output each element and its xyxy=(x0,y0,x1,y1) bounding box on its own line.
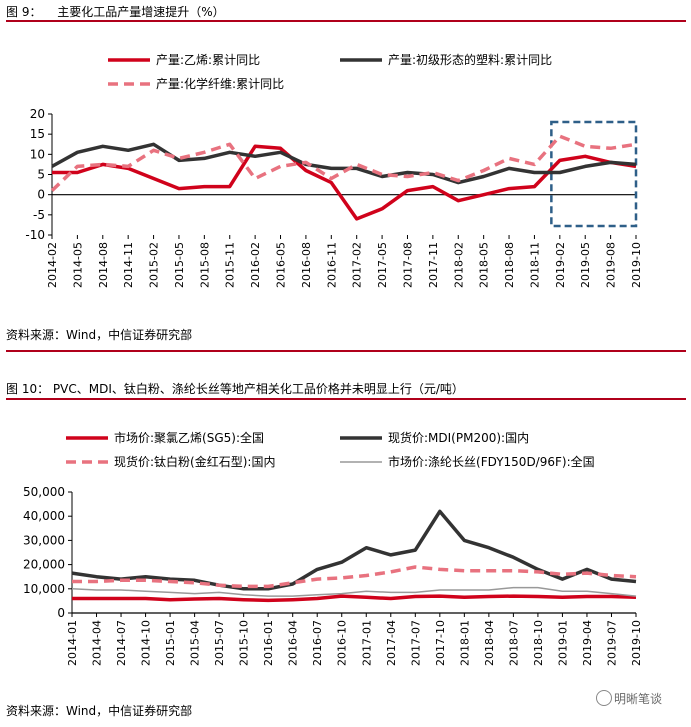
x-tick-label: 2016-02 xyxy=(249,242,262,288)
series-line-2-1 xyxy=(71,509,637,591)
x-tick-label: 2015-01 xyxy=(164,620,177,666)
legend-label-2-2: 现货价:钛白粉(金红石型):国内 xyxy=(114,454,275,469)
x-tick-label: 2015-07 xyxy=(213,620,226,666)
x-tick-label: 2019-10 xyxy=(630,242,643,288)
x-tick-label: 2016-01 xyxy=(262,620,275,666)
x-tick-label: 2019-02 xyxy=(554,242,567,288)
x-tick-label: 2019-05 xyxy=(579,242,592,288)
x-tick-label: 2019-08 xyxy=(605,242,618,288)
x-tick-label: 2016-10 xyxy=(336,620,349,666)
x-tick-label: 2015-05 xyxy=(173,242,186,288)
y-tick-label: 0 xyxy=(57,606,65,620)
y-tick-label: 0 xyxy=(37,188,45,202)
x-tick-label: 2014-07 xyxy=(115,620,128,666)
y-tick-label: -10 xyxy=(25,228,45,242)
figure-9-label: 图 9： xyxy=(6,5,42,19)
y-tick-label: 40,000 xyxy=(23,509,65,523)
x-tick-label: 2014-01 xyxy=(66,620,79,666)
x-tick-label: 2015-08 xyxy=(198,242,211,288)
x-tick-label: 2018-07 xyxy=(507,620,520,666)
wechat-icon xyxy=(596,690,612,706)
x-tick-label: 2018-10 xyxy=(532,620,545,666)
x-tick-label: 2015-02 xyxy=(148,242,161,288)
series-line-1-0 xyxy=(52,144,637,221)
figure-9-bottom-rule xyxy=(6,350,686,352)
legend-label-2-3: 市场价:涤纶长丝(FDY150D/96F):全国 xyxy=(388,454,595,469)
y-tick-label: 10,000 xyxy=(23,582,65,596)
series-line-2-2 xyxy=(72,565,637,589)
x-tick-label: 2018-11 xyxy=(528,242,541,288)
watermark: 明晰笔谈 xyxy=(596,690,662,707)
y-tick-label: 30,000 xyxy=(23,533,65,547)
x-tick-label: 2017-05 xyxy=(376,242,389,288)
x-tick-label: 2015-11 xyxy=(224,242,237,288)
legend-label-2-0: 市场价:聚氯乙烯(SG5):全国 xyxy=(114,430,264,445)
y-tick-label: -5 xyxy=(33,208,45,222)
y-tick-label: 5 xyxy=(37,168,45,182)
x-tick-label: 2015-10 xyxy=(238,620,251,666)
series-line-2-0 xyxy=(72,594,637,603)
x-tick-label: 2014-02 xyxy=(46,242,59,288)
x-tick-label: 2019-10 xyxy=(630,620,643,666)
figure-9-title-text: 主要化工品产量增速提升（%） xyxy=(57,5,225,19)
figure-10-label: 图 10： xyxy=(6,382,50,396)
legend-label-1-0: 产量:乙烯:累计同比 xyxy=(156,53,260,67)
x-tick-label: 2018-01 xyxy=(458,620,471,666)
chart-2-chemical-prices: 市场价:聚氯乙烯(SG5):全国 现货价:MDI(PM200):国内现货价:钛白粉… xyxy=(23,430,643,666)
figure-9-source: 资料来源：Wind，中信证券研究部 xyxy=(6,328,193,342)
y-tick-label: 20 xyxy=(30,107,45,121)
series-line-1-1 xyxy=(51,142,637,185)
x-tick-label: 2016-07 xyxy=(311,620,324,666)
figure-10-top-rule xyxy=(6,398,686,400)
x-tick-label: 2014-05 xyxy=(71,242,84,288)
y-tick-label: 10 xyxy=(30,147,45,161)
series-line-1-2 xyxy=(50,134,637,192)
legend-label-2-1: 现货价:MDI(PM200):国内 xyxy=(388,430,529,445)
x-tick-label: 2019-01 xyxy=(556,620,569,666)
figure-10-source: 资料来源：Wind，中信证券研究部 xyxy=(6,704,193,718)
x-tick-label: 2015-04 xyxy=(189,620,202,666)
y-tick-label: 20,000 xyxy=(23,558,65,572)
y-tick-label: 50,000 xyxy=(23,485,65,499)
x-tick-label: 2018-05 xyxy=(478,242,491,288)
x-tick-label: 2019-07 xyxy=(605,620,618,666)
x-tick-label: 2014-08 xyxy=(97,242,110,288)
x-tick-label: 2017-10 xyxy=(434,620,447,666)
legend-label-1-2: 产量:化学纤维:累计同比 xyxy=(156,76,284,91)
series-line-2-3 xyxy=(71,586,637,597)
x-tick-label: 2016-11 xyxy=(325,242,338,288)
watermark-text: 明晰笔谈 xyxy=(614,692,663,706)
x-tick-label: 2017-01 xyxy=(360,620,373,666)
x-tick-label: 2016-04 xyxy=(287,620,300,666)
x-tick-label: 2017-04 xyxy=(385,620,398,666)
x-tick-label: 2018-08 xyxy=(503,242,516,288)
legend-label-1-1: 产量:初级形态的塑料:累计同比 xyxy=(388,52,552,67)
x-tick-label: 2017-02 xyxy=(351,242,364,288)
x-tick-label: 2018-04 xyxy=(483,620,496,666)
y-tick-label: 15 xyxy=(30,127,45,141)
figure-9-top-rule xyxy=(6,20,686,22)
figure-9-title: 图 9： 主要化工品产量增速提升（%） xyxy=(6,3,225,20)
x-tick-label: 2019-04 xyxy=(581,620,594,666)
x-tick-label: 2017-08 xyxy=(401,242,414,288)
figure-10-title: 图 10： PVC、MDI、钛白粉、涤纶长丝等地产相关化工品价格并未明显上行（元… xyxy=(6,380,464,397)
x-tick-label: 2017-11 xyxy=(427,242,440,288)
x-tick-label: 2014-10 xyxy=(140,620,153,666)
figure-10-title-text: PVC、MDI、钛白粉、涤纶长丝等地产相关化工品价格并未明显上行（元/吨） xyxy=(52,382,464,396)
x-tick-label: 2014-11 xyxy=(122,242,135,288)
x-tick-label: 2016-05 xyxy=(275,242,288,288)
x-tick-label: 2016-08 xyxy=(300,242,313,288)
x-tick-label: 2014-04 xyxy=(91,620,104,666)
x-tick-label: 2018-02 xyxy=(452,242,465,288)
x-tick-label: 2017-07 xyxy=(409,620,422,666)
